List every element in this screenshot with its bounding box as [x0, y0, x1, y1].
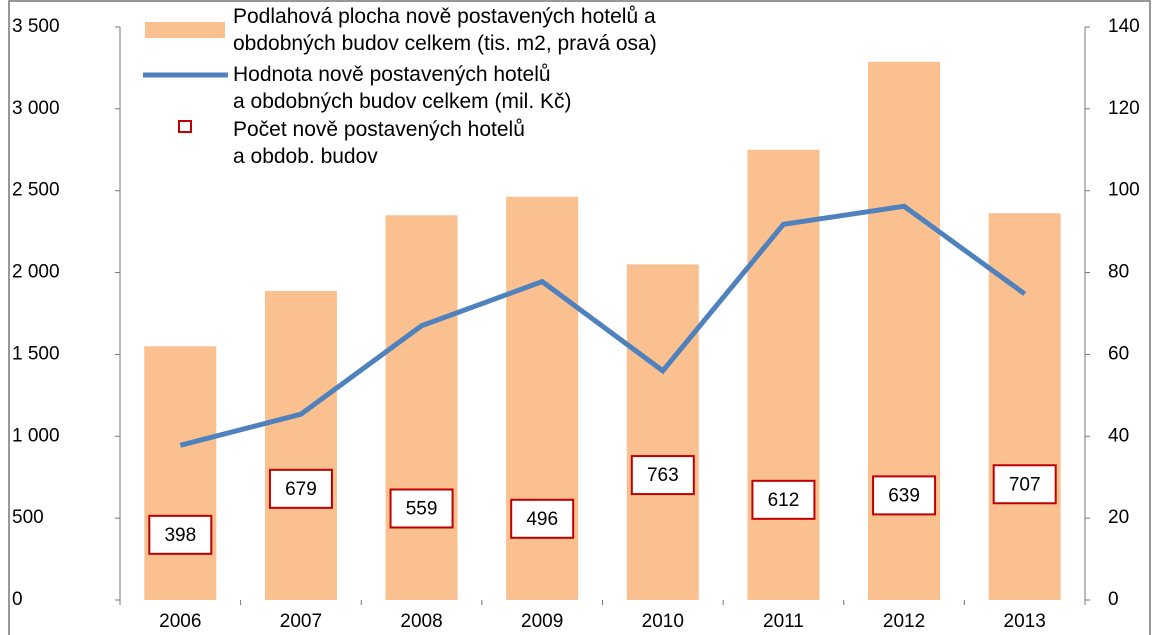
data-label: 763	[647, 465, 679, 486]
data-label: 612	[768, 490, 800, 511]
y2-tick-label: 100	[1108, 180, 1140, 201]
bar	[385, 215, 458, 600]
y-tick-label: 1 000	[12, 425, 60, 446]
marker	[268, 468, 333, 509]
data-label: 707	[1009, 474, 1041, 495]
marker	[992, 464, 1057, 505]
marker	[148, 514, 213, 555]
y2-tick-label: 0	[1108, 589, 1119, 610]
bar	[506, 196, 579, 600]
data-label: 639	[888, 485, 920, 506]
data-label: 679	[285, 479, 317, 500]
y-tick-label: 1 500	[12, 343, 60, 364]
x-tick-label: 2006	[159, 611, 201, 632]
y2-tick-label: 40	[1108, 425, 1129, 446]
x-tick-label: 2010	[642, 611, 684, 632]
legend-label: Počet nově postavených hotelů a obdob. b…	[233, 118, 525, 168]
x-tick-label: 2009	[521, 611, 563, 632]
y2-tick-label: 20	[1108, 507, 1129, 528]
bar	[144, 346, 217, 600]
y-tick-label: 2 000	[12, 262, 60, 283]
x-tick-label: 2012	[883, 611, 925, 632]
x-tick-label: 2007	[280, 611, 322, 632]
y2-tick-label: 140	[1108, 16, 1140, 37]
bar	[264, 290, 337, 600]
legend-label: Podlahová plocha nově postavených hotelů…	[233, 5, 657, 55]
marker	[872, 475, 937, 516]
legend-label: Hodnota nově postavených hotelů a obdobn…	[233, 63, 572, 113]
bar	[868, 61, 941, 600]
y-tick-label: 3 500	[12, 16, 60, 37]
y-tick-label: 3 000	[12, 98, 60, 119]
bar	[747, 149, 820, 601]
x-tick-label: 2008	[400, 611, 442, 632]
data-label: 559	[406, 498, 438, 519]
y2-tick-label: 120	[1108, 98, 1140, 119]
marker	[751, 479, 816, 520]
marker	[510, 498, 575, 539]
data-label: 496	[526, 509, 558, 530]
bar	[626, 264, 699, 600]
chart-border	[8, 0, 1151, 635]
y-tick-label: 2 500	[12, 180, 60, 201]
x-tick-label: 2011	[763, 611, 804, 632]
x-tick-label: 2013	[1004, 611, 1046, 632]
y2-tick-label: 60	[1108, 343, 1129, 364]
y2-tick-label: 80	[1108, 262, 1129, 283]
legend-swatch	[145, 22, 225, 38]
bar	[988, 213, 1061, 600]
y-tick-label: 0	[12, 589, 23, 610]
line	[179, 203, 1027, 448]
legend-swatch	[178, 120, 192, 133]
marker	[630, 455, 695, 496]
data-label: 398	[164, 525, 196, 546]
marker	[389, 488, 454, 529]
y-tick-label: 500	[12, 507, 44, 528]
